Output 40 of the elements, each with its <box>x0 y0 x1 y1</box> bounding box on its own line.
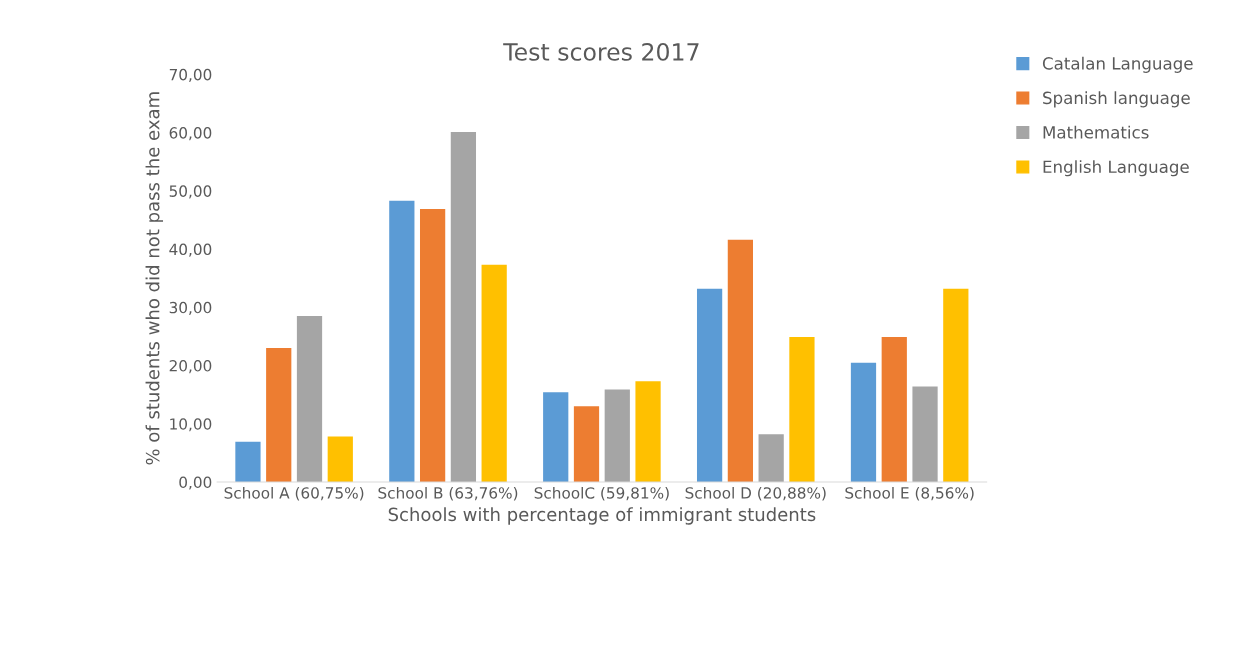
y-tick-label: 40,00 <box>169 243 212 257</box>
x-tick-label: School A (60,75%) <box>224 486 364 501</box>
y-tick-label: 60,00 <box>169 127 212 141</box>
bar <box>850 362 877 483</box>
bar <box>296 316 323 483</box>
y-axis-title: % of students who did not pass the exam <box>145 92 164 465</box>
x-tick-label: School B (63,76%) <box>378 486 518 501</box>
chart-title: Test scores 2017 <box>503 42 699 61</box>
x-tick-label: School D (20,88%) <box>685 486 826 501</box>
bar <box>881 337 907 483</box>
bar <box>635 381 661 483</box>
y-tick-label: 10,00 <box>170 418 212 432</box>
bar <box>573 406 600 483</box>
bar <box>604 389 630 483</box>
x-axis-title: Schools with percentage of immigrant students <box>388 507 816 525</box>
bar <box>389 200 415 483</box>
bar <box>789 337 815 483</box>
y-tick-label: 30,00 <box>169 301 212 315</box>
x-tick-label: SchoolC (59,81%) <box>534 486 669 501</box>
y-tick-label: 20,00 <box>169 360 212 374</box>
bar <box>419 208 446 483</box>
bar <box>481 264 507 483</box>
y-tick-label: 50,00 <box>169 185 212 199</box>
bar <box>758 434 784 483</box>
y-tick-label: 70,00 <box>169 68 212 82</box>
legend-label: Catalan Language <box>1042 56 1193 73</box>
bar <box>450 132 477 483</box>
x-tick-label: School E (8,56%) <box>845 486 974 501</box>
legend-label: Mathematics <box>1043 125 1149 139</box>
legend-label: Spanish language <box>1043 91 1190 108</box>
bar <box>327 436 353 483</box>
y-tick-label: 0,00 <box>179 476 212 490</box>
bar <box>943 288 969 483</box>
legend-label: English Language <box>1043 160 1189 177</box>
bar <box>912 386 938 483</box>
bar <box>235 441 261 483</box>
bar <box>727 239 753 483</box>
bar <box>543 392 569 483</box>
bar <box>266 348 292 483</box>
bar <box>696 288 723 483</box>
